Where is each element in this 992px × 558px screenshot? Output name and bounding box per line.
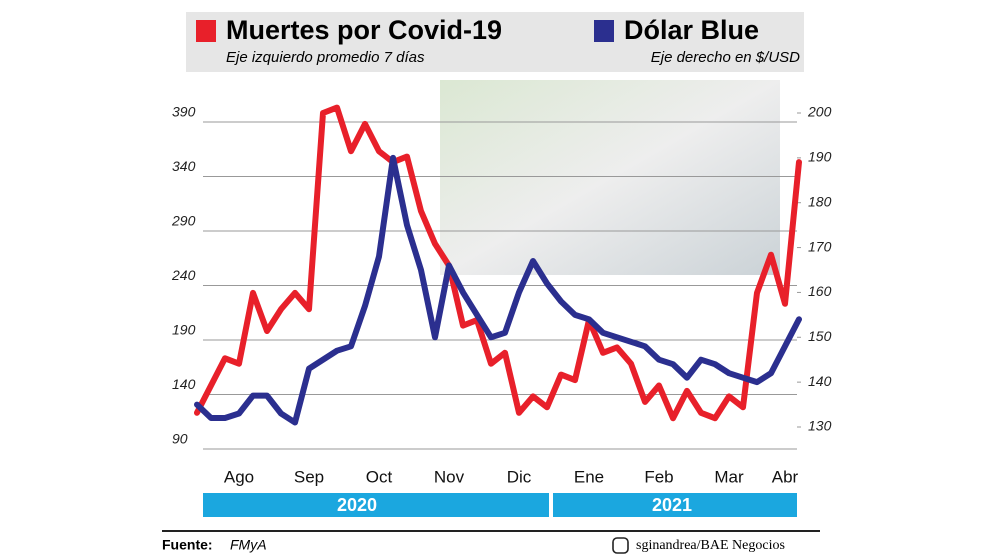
- x-tick-label: Ago: [224, 467, 254, 486]
- legend-note: Eje derecho en $/USD: [651, 49, 800, 66]
- photo: [440, 80, 780, 275]
- legend-label: Dólar Blue: [624, 15, 759, 45]
- year-band: [553, 493, 797, 517]
- year-band: [203, 493, 549, 517]
- credit: sginandrea/BAE Negocios: [636, 538, 785, 553]
- x-tick-label: Sep: [294, 467, 324, 486]
- source-label: Fuente:: [162, 537, 213, 553]
- y-tick-label: 90: [172, 431, 188, 447]
- y-tick-label: 190: [172, 322, 196, 338]
- y2-tick-label: 160: [808, 283, 832, 299]
- y2-tick-label: 170: [808, 238, 832, 254]
- y-tick-label: 340: [172, 158, 196, 174]
- y-tick-label: 290: [171, 213, 196, 229]
- x-tick-label: Mar: [714, 467, 744, 486]
- year-label: 2020: [337, 495, 377, 515]
- x-tick-label: Ene: [574, 467, 604, 486]
- legend-note: Eje izquierdo promedio 7 días: [226, 49, 425, 66]
- series-line: [194, 154, 802, 426]
- y-tick-label: 390: [172, 104, 196, 120]
- x-tick-label: Oct: [366, 467, 393, 486]
- x-tick-label: Nov: [434, 467, 465, 486]
- y-tick-label: 140: [172, 376, 196, 392]
- instagram-icon: [612, 537, 629, 554]
- y2-tick-label: 190: [808, 149, 832, 165]
- y2-tick-label: 140: [808, 373, 832, 389]
- legend-swatch: [594, 20, 614, 42]
- y2-tick-label: 200: [807, 104, 832, 120]
- y2-tick-label: 180: [808, 193, 832, 209]
- legend-swatch: [196, 20, 216, 42]
- y-tick-label: 240: [171, 267, 196, 283]
- y2-tick-label: 150: [808, 328, 832, 344]
- x-tick-label: Dic: [507, 467, 532, 486]
- y2-tick-label: 130: [808, 418, 832, 434]
- legend-label: Muertes por Covid-19: [226, 15, 502, 45]
- x-tick-label: Abr: [772, 467, 799, 486]
- year-label: 2021: [652, 495, 692, 515]
- source: FMyA: [230, 537, 267, 553]
- legend-box: [186, 12, 804, 72]
- series-line: [194, 104, 802, 422]
- x-tick-label: Feb: [644, 467, 673, 486]
